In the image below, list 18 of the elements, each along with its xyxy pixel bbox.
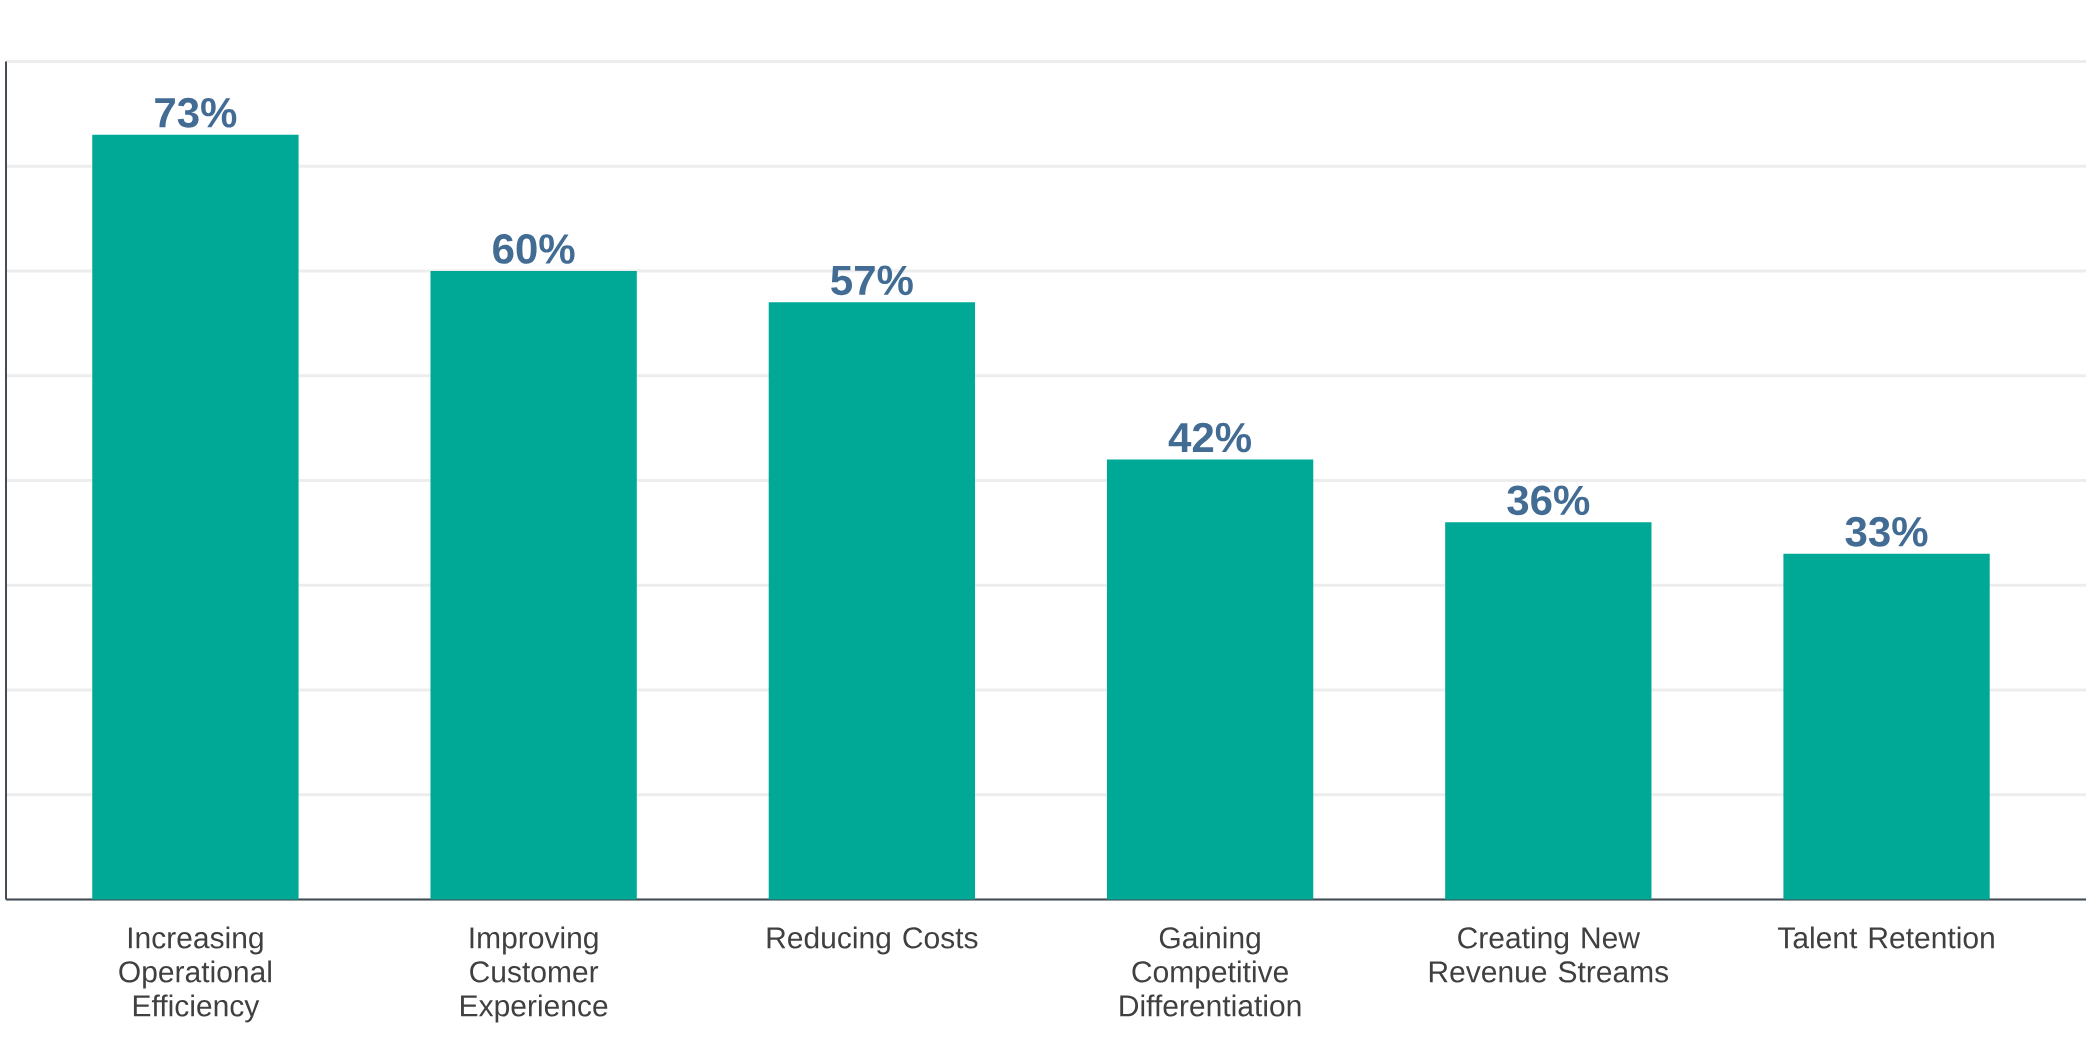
bar: [1445, 522, 1652, 900]
x-tick-label: Gaining Competitive Differentiation: [1120, 926, 1301, 1017]
data-label: 42%: [1168, 422, 1251, 453]
data-label: 33%: [1845, 516, 1928, 547]
bar: [430, 270, 637, 900]
bar: [1783, 553, 1990, 900]
bar: [92, 134, 299, 900]
data-label: 57%: [831, 265, 913, 296]
x-tick-label: Increasing Operational Efficiency: [119, 926, 271, 1023]
x-tick-label: Improving Customer Experience: [461, 926, 608, 1023]
x-tick-label: Talent Retention: [1777, 926, 1994, 949]
bar: [1106, 459, 1314, 900]
data-label: 60%: [493, 234, 575, 264]
data-label: 36%: [1507, 485, 1590, 516]
data-label: 73%: [155, 97, 237, 128]
x-tick-label: Creating New Revenue Streams: [1429, 926, 1669, 983]
x-tick-label: Reducing Costs: [767, 926, 978, 955]
bar: [768, 302, 976, 900]
